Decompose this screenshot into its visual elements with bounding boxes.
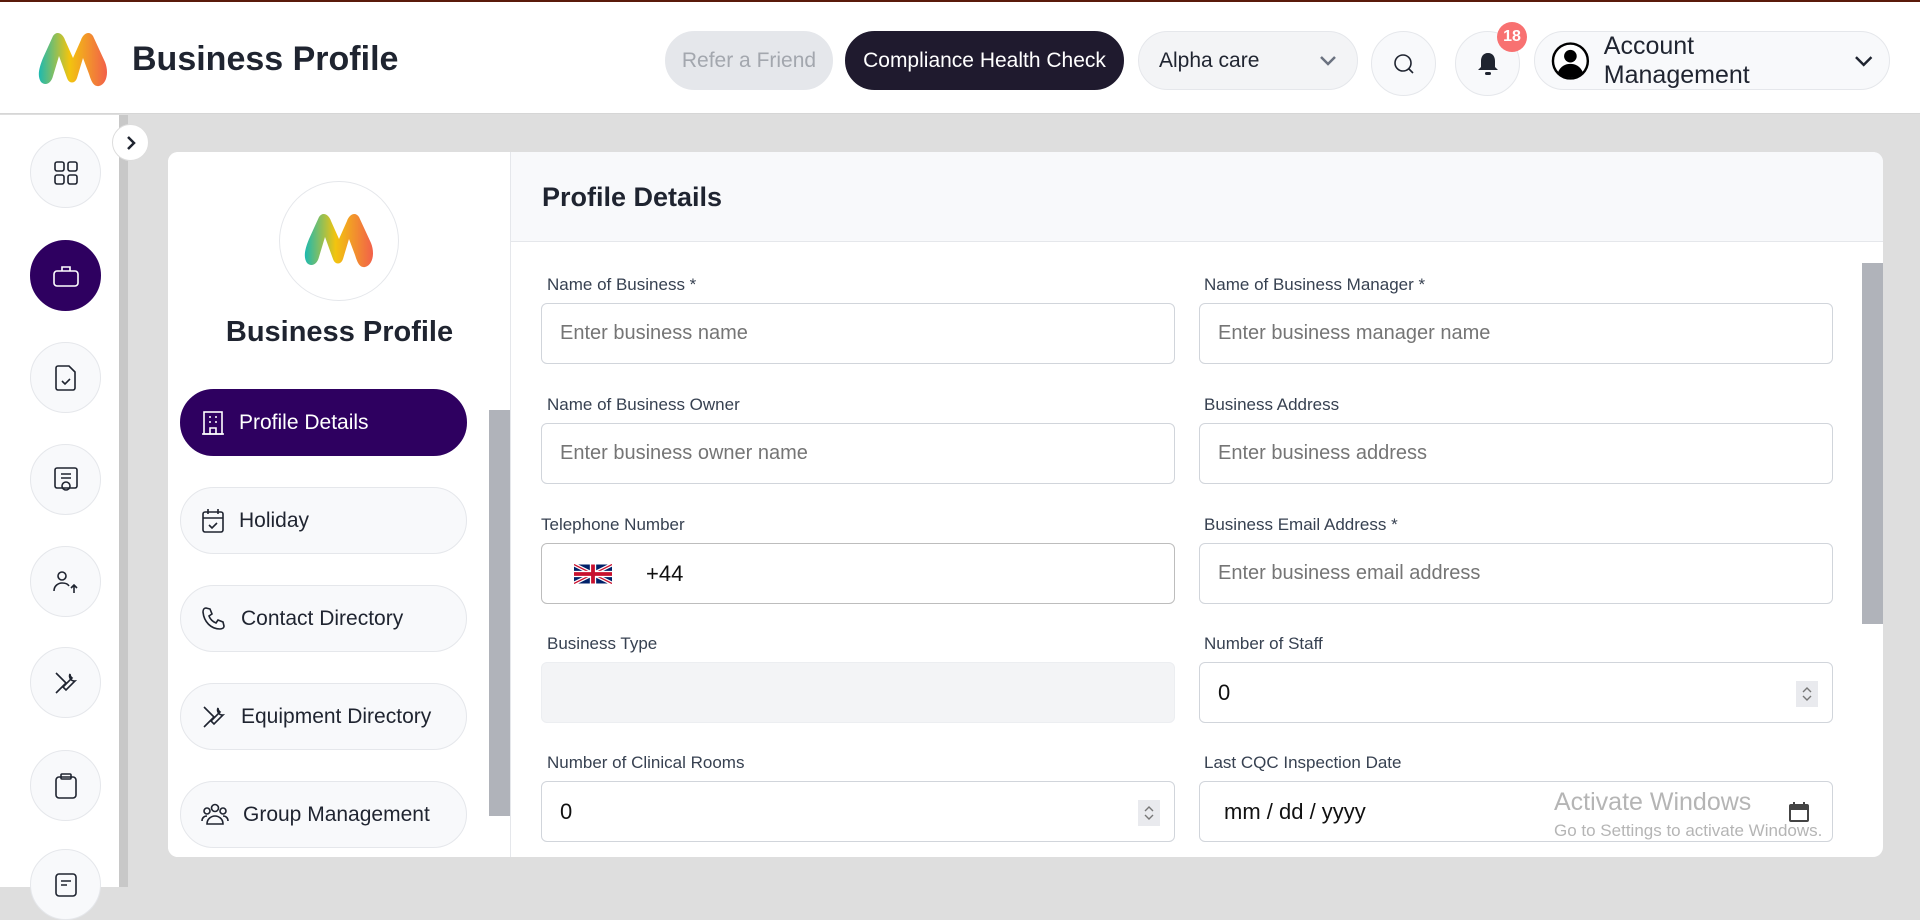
logo	[38, 33, 108, 87]
chevron-right-icon	[126, 135, 136, 150]
account-management-menu[interactable]: Account Management	[1534, 31, 1890, 90]
window-top-border	[0, 0, 1920, 2]
app-title: Business Profile	[132, 40, 399, 78]
business-owner-input[interactable]	[541, 423, 1175, 484]
number-stepper[interactable]	[1796, 681, 1818, 707]
users-upload-icon	[52, 570, 78, 593]
form-scrollbar-thumb[interactable]	[1862, 263, 1883, 624]
watermark-subtitle: Go to Settings to activate Windows.	[1554, 821, 1823, 840]
chevron-down-icon	[1320, 55, 1336, 66]
group-icon	[201, 803, 229, 825]
field-label: Name of Business Manager *	[1204, 275, 1426, 294]
field-label: Name of Business Owner	[547, 395, 740, 414]
nav-scrollbar-thumb[interactable]	[489, 410, 510, 816]
nav-group-management[interactable]: Group Management	[180, 781, 467, 848]
nav-profile-details[interactable]: Profile Details	[180, 389, 467, 456]
cqc-inspection-date-input[interactable]: mm / dd / yyyy	[1199, 781, 1833, 842]
document-check-icon	[54, 364, 76, 391]
rail-business-profile-button[interactable]	[30, 240, 101, 311]
chevron-up-down-icon	[1802, 687, 1812, 701]
nav-label: Equipment Directory	[241, 704, 432, 728]
logo	[304, 214, 373, 268]
tools-icon	[54, 671, 77, 694]
bell-icon	[1477, 52, 1498, 75]
compliance-health-check-button[interactable]: Compliance Health Check	[845, 31, 1124, 90]
date-placeholder: mm / dd / yyyy	[1224, 798, 1366, 824]
nav-label: Contact Directory	[241, 606, 404, 630]
business-manager-input[interactable]	[1199, 303, 1833, 364]
business-profile-card: Business Profile Profile Details Holiday…	[168, 152, 1883, 857]
nav-holiday[interactable]: Holiday	[180, 487, 467, 554]
field-label: Business Email Address *	[1204, 515, 1398, 534]
telephone-value: +44	[646, 560, 684, 586]
rail-notes-button[interactable]	[30, 849, 101, 920]
chevron-down-icon	[1854, 55, 1872, 67]
clinical-rooms-input[interactable]: 0	[541, 781, 1175, 842]
number-of-staff-input[interactable]: 0	[1199, 662, 1833, 723]
rail-staff-button[interactable]	[30, 546, 101, 617]
expand-sidebar-button[interactable]	[112, 124, 149, 161]
rail-documents-button[interactable]	[30, 342, 101, 413]
business-type-select[interactable]	[541, 662, 1175, 723]
chevron-up-down-icon	[1144, 806, 1154, 820]
form-title: Profile Details	[542, 182, 723, 212]
note-icon	[54, 872, 77, 897]
field-label: Last CQC Inspection Date	[1204, 753, 1402, 772]
clipboard-icon	[54, 772, 77, 799]
user-avatar-icon	[1551, 41, 1590, 80]
tools-icon	[203, 705, 226, 728]
header: Business Profile Refer a Friend Complian…	[0, 2, 1920, 114]
search-icon	[1393, 53, 1414, 74]
business-name-input[interactable]	[541, 303, 1175, 364]
nav-label: Profile Details	[239, 410, 369, 434]
location-select-value: Alpha care	[1159, 48, 1260, 72]
field-label: Telephone Number	[541, 515, 685, 534]
business-address-input[interactable]	[1199, 423, 1833, 484]
clinical-rooms-value: 0	[560, 798, 573, 824]
rail-certificates-button[interactable]	[30, 444, 101, 515]
calendar-check-icon	[202, 508, 224, 533]
business-email-input[interactable]	[1199, 543, 1833, 604]
business-logo-avatar	[279, 181, 399, 301]
nav-equipment-directory[interactable]: Equipment Directory	[180, 683, 467, 750]
certificate-icon	[53, 466, 78, 491]
building-icon	[202, 410, 224, 435]
account-label: Account Management	[1603, 31, 1750, 89]
number-stepper[interactable]	[1138, 800, 1160, 826]
staff-value: 0	[1218, 679, 1231, 705]
calendar-icon[interactable]	[1788, 801, 1810, 823]
nav-label: Holiday	[239, 508, 310, 532]
rail-dashboard-button[interactable]	[30, 137, 101, 208]
form-header	[511, 152, 1883, 242]
refer-friend-button[interactable]: Refer a Friend	[665, 31, 833, 90]
field-label: Number of Clinical Rooms	[547, 753, 745, 772]
sidebar-scrollbar[interactable]	[119, 115, 128, 887]
field-label: Name of Business *	[547, 275, 697, 294]
field-label: Business Address	[1204, 395, 1340, 414]
watermark-title: Activate Windows	[1554, 788, 1752, 816]
uk-flag-icon	[574, 563, 612, 584]
activate-windows-watermark: Activate Windows Go to Settings to activ…	[1554, 788, 1822, 841]
panel-title: Business Profile	[225, 316, 454, 348]
profile-nav-panel: Business Profile Profile Details Holiday…	[168, 152, 511, 857]
location-select[interactable]: Alpha care	[1138, 31, 1358, 90]
nav-contact-directory[interactable]: Contact Directory	[180, 585, 467, 652]
rail-equipment-button[interactable]	[30, 647, 101, 718]
search-button[interactable]	[1371, 31, 1436, 96]
sidebar-rail	[0, 115, 119, 920]
nav-label: Group Management	[243, 802, 430, 826]
phone-icon	[202, 606, 225, 630]
notification-badge: 18	[1497, 22, 1527, 52]
rail-clipboard-button[interactable]	[30, 750, 101, 821]
telephone-input[interactable]: +44	[541, 543, 1175, 604]
briefcase-icon	[52, 265, 79, 287]
grid-icon	[53, 160, 78, 185]
field-label: Number of Staff	[1204, 634, 1323, 653]
field-label: Business Type	[547, 634, 658, 653]
